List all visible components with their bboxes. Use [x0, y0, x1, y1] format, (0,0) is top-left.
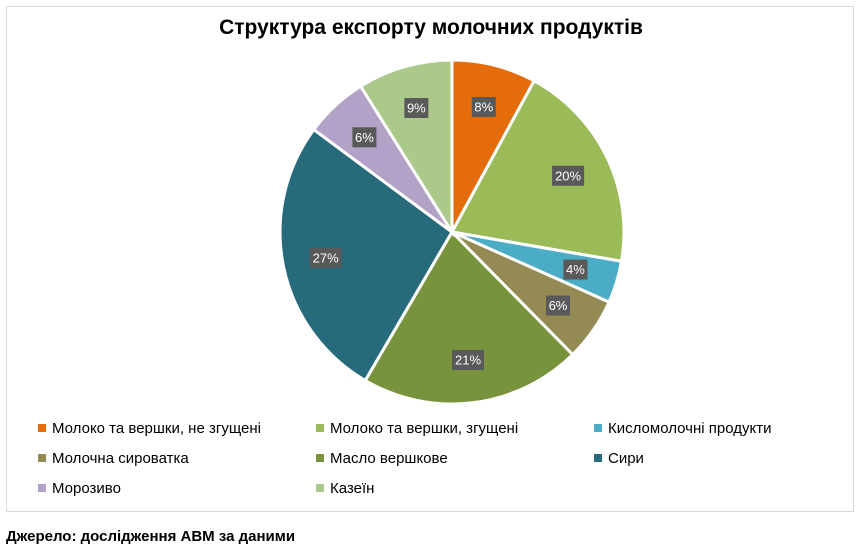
legend-label: Молочна сироватка [52, 449, 189, 467]
label-box [352, 127, 377, 148]
pie-slice [358, 58, 454, 238]
slice-label-text: 27% [313, 250, 339, 265]
slice-label-text: 6% [549, 298, 568, 313]
label-box [452, 350, 485, 371]
slice-data-label: 9% [404, 98, 429, 119]
legend-label: Молоко та вершки, не згущені [52, 419, 261, 437]
pie-slice [363, 229, 575, 406]
slice-data-label: 6% [352, 127, 377, 148]
slice-data-label: 21% [452, 350, 485, 371]
legend-item: Молоко та вершки, не згущені [38, 418, 261, 438]
pie-slice [278, 127, 454, 383]
legend-item: Казеїн [316, 478, 374, 498]
source-note: Джерело: дослідження АВМ за даними [6, 528, 296, 545]
pie-slice [449, 78, 626, 264]
slice-data-label: 8% [471, 96, 496, 117]
legend-swatch [38, 484, 46, 492]
slice-label-text: 4% [566, 262, 585, 277]
legend-label: Масло вершкове [330, 449, 448, 467]
legend-label: Кисломолочні продукти [608, 419, 772, 437]
label-box [404, 98, 429, 119]
legend-swatch [38, 454, 46, 462]
legend-swatch [594, 424, 602, 432]
legend-item: Морозиво [38, 478, 121, 498]
label-box [563, 259, 588, 280]
legend-item: Сири [594, 448, 644, 468]
label-box [545, 295, 570, 316]
label-box [309, 247, 342, 268]
legend-swatch [594, 454, 602, 462]
slice-data-label: 4% [563, 259, 588, 280]
legend-label: Морозиво [52, 479, 121, 497]
legend-swatch [316, 484, 324, 492]
legend-item: Молочна сироватка [38, 448, 189, 468]
legend-label: Молоко та вершки, згущені [330, 419, 519, 437]
slice-label-text: 8% [474, 99, 493, 114]
slice-label-text: 21% [455, 353, 481, 368]
legend-swatch [316, 454, 324, 462]
legend-swatch [316, 424, 324, 432]
legend-swatch [38, 424, 46, 432]
slice-label-text: 20% [555, 168, 581, 183]
label-box [552, 165, 585, 186]
slice-data-label: 20% [552, 165, 585, 186]
slice-label-text: 9% [407, 101, 426, 116]
legend-item: Кисломолочні продукти [594, 418, 771, 438]
slice-data-label: 27% [309, 247, 342, 268]
legend-label: Казеїн [330, 479, 375, 497]
slice-label-text: 6% [355, 130, 374, 145]
chart-legend: Молоко та вершки, не згущені Молоко та ве… [38, 418, 838, 508]
legend-item: Масло вершкове [316, 448, 448, 468]
slice-data-label: 6% [545, 295, 570, 316]
chart-title: Структура експорту молочних продуктів [219, 16, 643, 39]
legend-label: Сири [608, 449, 644, 467]
label-box [471, 96, 496, 117]
legend-item: Молоко та вершки, згущені [316, 418, 518, 438]
